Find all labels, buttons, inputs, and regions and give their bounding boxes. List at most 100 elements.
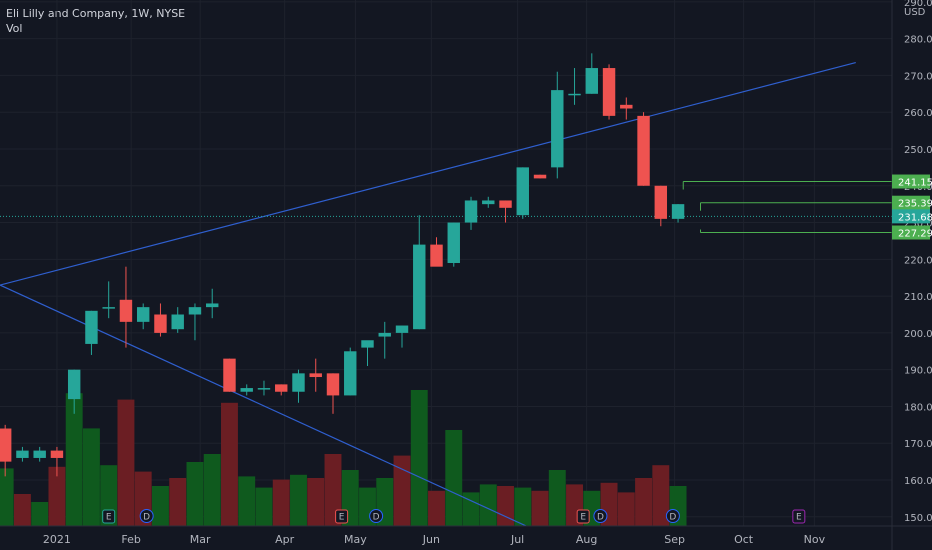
candle-body	[637, 115, 650, 186]
dividend-event-icon[interactable]: D	[593, 509, 608, 523]
event-shape	[139, 509, 154, 523]
price-label-box	[892, 174, 930, 189]
time-axis[interactable]: 2021 Feb Mar Apr May Jun Jul Aug Sep Oct Nov	[0, 525, 932, 546]
y-tick-label: 280.00	[904, 35, 932, 46]
volume-bar	[186, 462, 204, 526]
dividend-event-icon[interactable]: D	[139, 509, 154, 523]
candle-body	[102, 307, 115, 309]
x-tick-label: Sep	[664, 533, 685, 546]
candle-body	[413, 244, 426, 330]
price-label: 227.29	[898, 229, 932, 240]
volume-bar	[428, 490, 445, 526]
y-tick-label: 200.00	[904, 329, 932, 340]
event-letter: D	[669, 513, 676, 523]
y-tick-label: 180.00	[904, 402, 932, 413]
volume-bar	[290, 474, 307, 526]
volume-bar	[65, 393, 83, 526]
event-shape	[369, 509, 384, 523]
candle-body	[447, 222, 460, 263]
x-tick-label: Mar	[190, 533, 211, 546]
volume-bar	[307, 478, 325, 526]
event-shape	[593, 509, 608, 523]
volume-indicator-label[interactable]: Vol	[6, 22, 23, 35]
event-letter: E	[580, 513, 586, 523]
price-label: 241.15	[898, 178, 932, 189]
x-tick-label: May	[344, 533, 367, 546]
event-letter: E	[339, 513, 345, 523]
candle-body	[136, 307, 150, 322]
dividend-event-icon[interactable]: D	[665, 509, 680, 523]
candle-body	[533, 174, 547, 179]
candle-body	[257, 388, 271, 390]
candle-body	[206, 303, 219, 308]
x-tick-label: 2021	[43, 533, 71, 546]
candle-body	[275, 384, 288, 392]
x-tick-label: Jul	[510, 533, 524, 546]
dividend-event-icon[interactable]: D	[369, 509, 384, 523]
chart-legend: Eli Lilly and Company, 1W, NYSE Vol	[6, 6, 185, 36]
event-letter: D	[143, 513, 150, 523]
x-tick-label: Nov	[804, 533, 826, 546]
candle-body	[430, 244, 443, 267]
earnings-event-icon[interactable]: E	[102, 509, 116, 524]
candle-body	[33, 450, 46, 458]
candle-body	[654, 185, 668, 219]
price-label: 235.39	[898, 199, 932, 210]
volume-bar	[635, 478, 653, 526]
y-tick-label: 170.00	[904, 439, 932, 450]
earnings-event-icon[interactable]: E	[792, 509, 806, 524]
y-tick-label: 250.00	[904, 145, 932, 156]
x-tick-label: Aug	[576, 533, 597, 546]
y-tick-label: 270.00	[904, 71, 932, 82]
trendline	[0, 61, 856, 286]
volume-bar	[548, 470, 566, 526]
candle-body	[395, 325, 409, 333]
earnings-event-icon[interactable]: E	[335, 509, 349, 524]
candle-body	[602, 68, 616, 116]
volume-bar	[31, 502, 49, 526]
volume-bar	[117, 399, 135, 526]
candle-body	[292, 373, 305, 392]
y-tick-label: 220.00	[904, 255, 932, 266]
symbol-title: Eli Lilly and Company, 1W, NYSE	[6, 7, 186, 20]
price-marker-lines	[0, 181, 892, 234]
candle-body	[620, 104, 633, 109]
event-shape	[335, 509, 349, 524]
candle-body	[67, 369, 81, 400]
volume-bar	[410, 390, 428, 526]
candlesticks	[0, 53, 685, 477]
volume-bar	[324, 454, 342, 526]
y-tick-label: 260.00	[904, 108, 932, 119]
candle-body	[499, 200, 512, 208]
event-letter: D	[597, 513, 604, 523]
event-letter: D	[373, 513, 380, 523]
earnings-event-icon[interactable]: E	[576, 509, 590, 524]
currency-label: USD	[904, 7, 926, 18]
volume-bar	[203, 454, 221, 526]
volume-bar	[497, 486, 514, 526]
candle-body	[464, 200, 478, 223]
candle-body	[223, 358, 236, 392]
price-label: 231.68	[898, 212, 932, 223]
y-tick-label: 190.00	[904, 366, 932, 377]
candle-body	[240, 388, 253, 392]
grid-layer	[0, 0, 892, 526]
event-shape	[792, 509, 806, 524]
x-tick-label: Apr	[275, 533, 295, 546]
price-label-box	[892, 209, 930, 224]
candle-body	[50, 450, 64, 458]
volume-bar	[393, 455, 411, 526]
x-tick-label: Oct	[734, 533, 754, 546]
volume-bar	[272, 479, 290, 526]
volume-bar	[169, 478, 187, 526]
price-label-box	[892, 225, 930, 240]
x-tick-label: Feb	[121, 533, 140, 546]
price-axis[interactable]: 150.00 160.00 170.00 180.00 190.00 200.00 210.…	[891, 0, 932, 550]
volume-bar	[514, 487, 532, 526]
candle-body	[0, 428, 12, 462]
candle-body	[568, 93, 581, 96]
candle-body	[671, 204, 685, 219]
candle-body	[188, 307, 202, 315]
